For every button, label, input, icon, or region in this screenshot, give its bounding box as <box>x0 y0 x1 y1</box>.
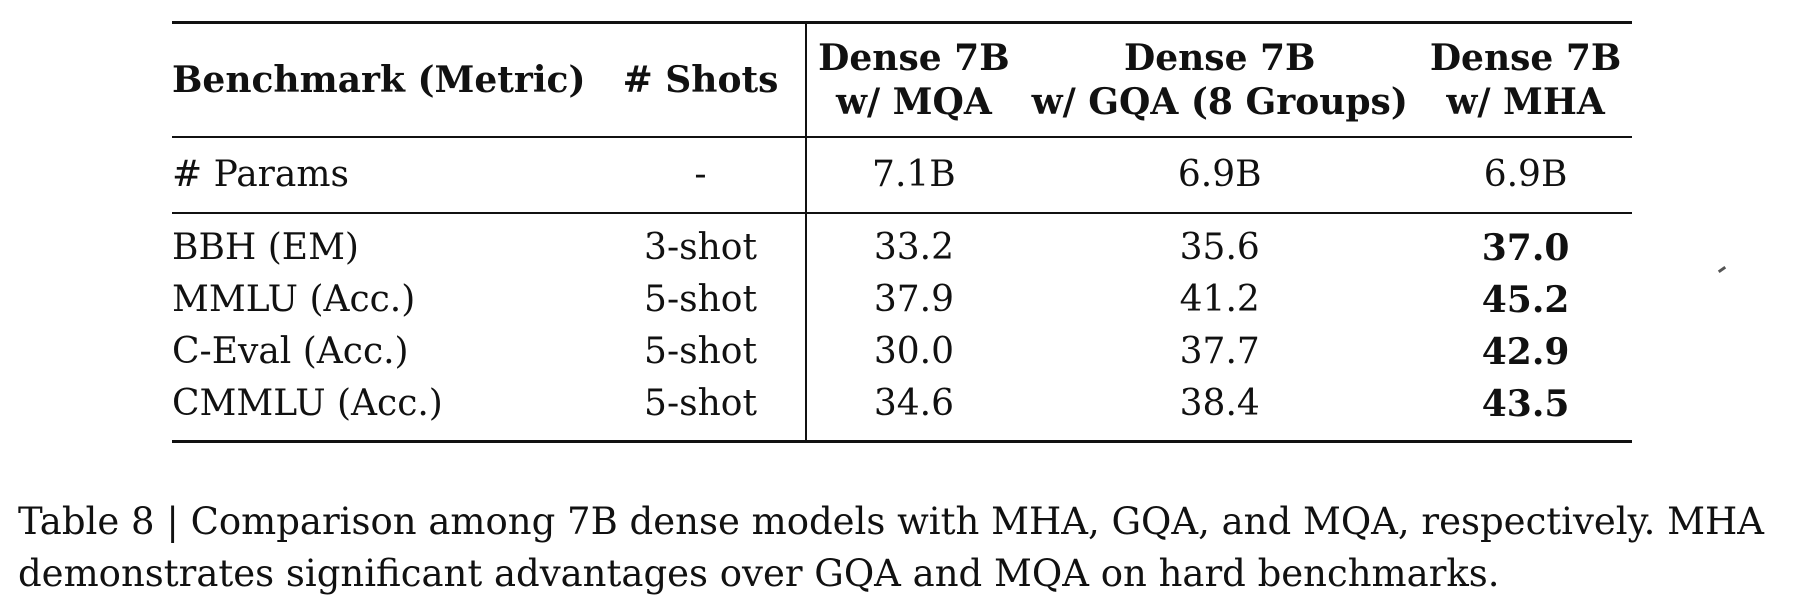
row-shots: 3-shot <box>595 213 808 274</box>
header-gqa-text: Dense 7B w/ GQA (8 Groups) <box>1031 37 1408 123</box>
row-benchmark: CMMLU (Acc.) <box>172 383 443 424</box>
row-mha: 45.2 <box>1481 279 1570 321</box>
header-mqa: Dense 7B w/ MQA <box>806 23 1020 138</box>
params-label: # Params <box>172 154 349 195</box>
header-mqa-text: Dense 7B w/ MQA <box>818 37 1010 123</box>
stray-pen-mark <box>1717 265 1727 274</box>
row-mha: 42.9 <box>1481 331 1570 373</box>
row-mqa: 34.6 <box>873 383 954 424</box>
table-caption: Table 8 | Comparison among 7B dense mode… <box>18 500 1765 595</box>
row-benchmark: C-Eval (Acc.) <box>172 331 409 372</box>
table-row: MMLU (Acc.) 5-shot 37.9 41.2 45.2 <box>172 274 1632 326</box>
comparison-table: Benchmark (Metric) # Shots Dense 7B w/ MQ… <box>172 21 1632 443</box>
table-body: BBH (EM) 3-shot 33.2 35.6 37.0 MMLU (Acc… <box>172 213 1632 442</box>
comparison-table-container: Benchmark (Metric) # Shots Dense 7B w/ MQ… <box>172 21 1632 443</box>
header-benchmark: Benchmark (Metric) <box>172 59 586 101</box>
header-mha: Dense 7B w/ MHA <box>1419 23 1632 138</box>
row-mha: 37.0 <box>1481 227 1570 269</box>
row-gqa: 38.4 <box>1179 383 1260 424</box>
row-mha: 43.5 <box>1481 383 1570 425</box>
row-benchmark: BBH (EM) <box>172 227 359 268</box>
params-mha: 6.9B <box>1483 154 1568 195</box>
header-gqa: Dense 7B w/ GQA (8 Groups) <box>1020 23 1419 138</box>
row-gqa: 41.2 <box>1179 279 1260 320</box>
table-header-row: Benchmark (Metric) # Shots Dense 7B w/ MQ… <box>172 22 1632 138</box>
header-shots: # Shots <box>595 22 808 137</box>
row-mqa: 33.2 <box>873 227 954 268</box>
params-shots: - <box>595 137 808 213</box>
row-shots: 5-shot <box>595 378 808 442</box>
params-mqa: 7.1B <box>872 154 956 195</box>
row-benchmark: MMLU (Acc.) <box>172 279 416 320</box>
header-mha-text: Dense 7B w/ MHA <box>1429 37 1622 123</box>
row-shots: 5-shot <box>595 274 808 326</box>
table-row: C-Eval (Acc.) 5-shot 30.0 37.7 42.9 <box>172 326 1632 378</box>
row-mqa: 37.9 <box>873 279 954 320</box>
params-gqa: 6.9B <box>1177 154 1262 195</box>
row-shots: 5-shot <box>595 326 808 378</box>
row-gqa: 37.7 <box>1179 331 1260 372</box>
row-gqa: 35.6 <box>1179 227 1260 268</box>
table-row: CMMLU (Acc.) 5-shot 34.6 38.4 43.5 <box>172 378 1632 442</box>
params-row: # Params - 7.1B 6.9B 6.9B <box>172 137 1632 213</box>
table-row: BBH (EM) 3-shot 33.2 35.6 37.0 <box>172 213 1632 274</box>
row-mqa: 30.0 <box>873 331 954 372</box>
